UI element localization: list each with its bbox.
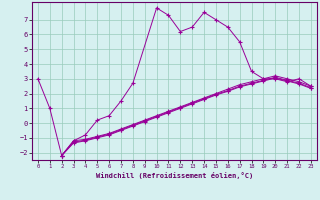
X-axis label: Windchill (Refroidissement éolien,°C): Windchill (Refroidissement éolien,°C) [96,172,253,179]
